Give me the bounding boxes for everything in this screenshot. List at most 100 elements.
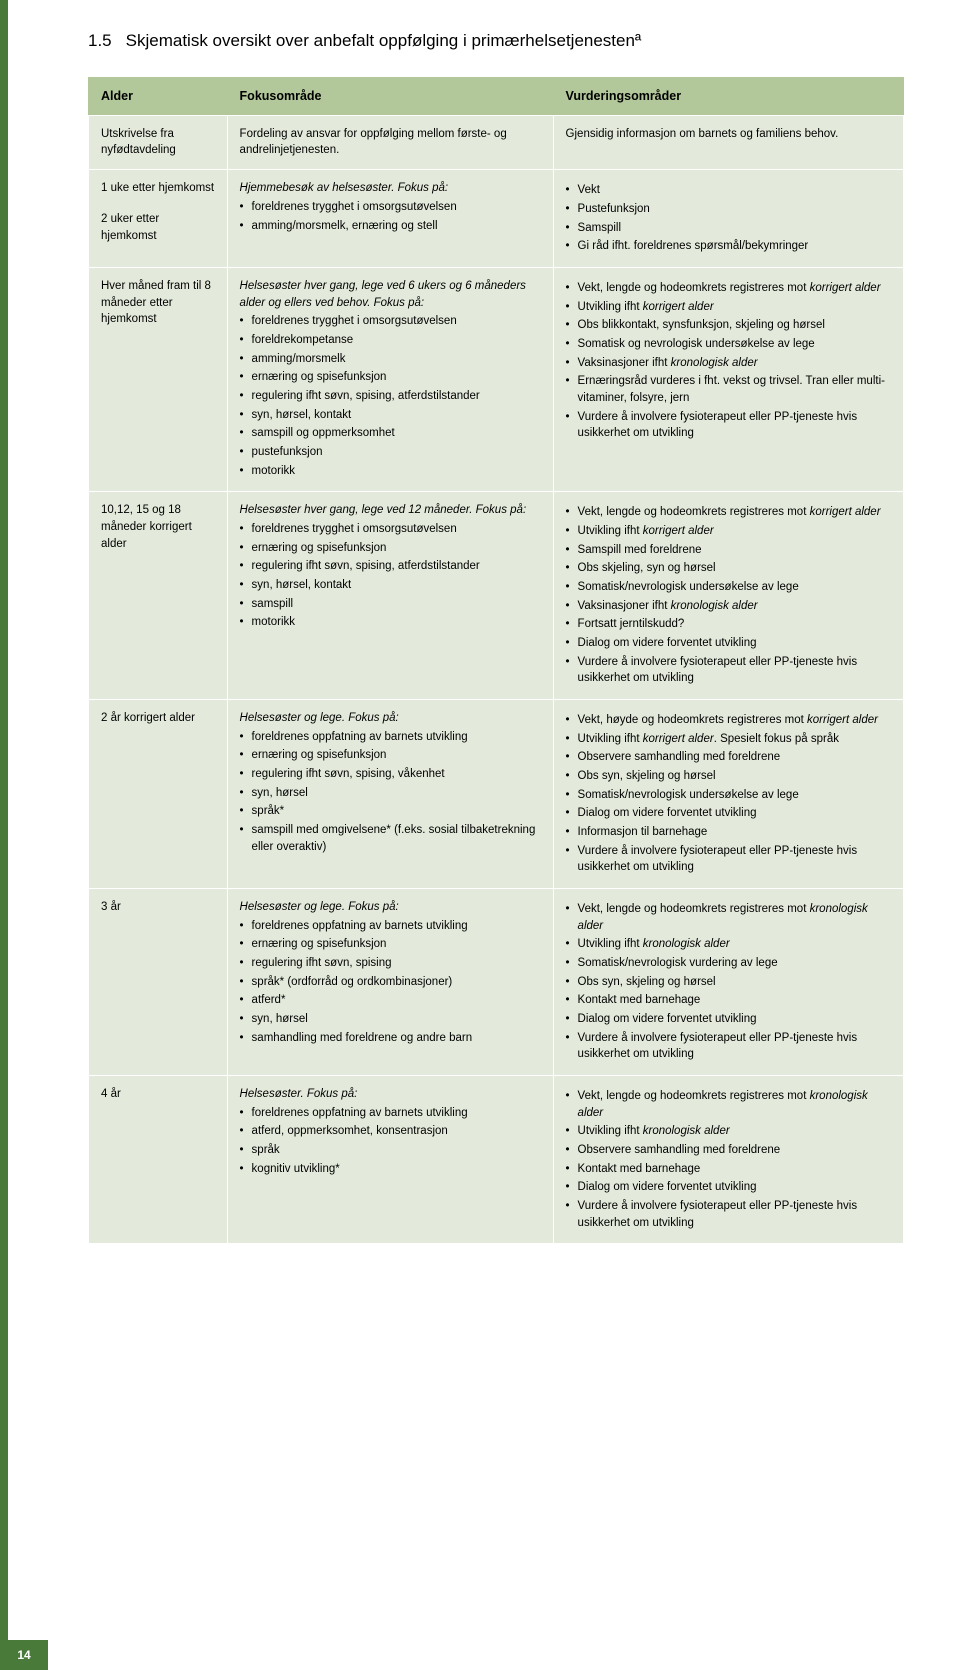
list-item: Somatisk/nevrologisk undersøkelse av leg… (566, 579, 893, 596)
list-item: Kontakt med barnehage (566, 1161, 893, 1178)
page-title: 1.5 Skjematisk oversikt over anbefalt opp… (88, 30, 904, 53)
col-header-age: Alder (89, 77, 228, 115)
cell-intro: Helsesøster. Fokus på: (240, 1086, 543, 1103)
list-item: ernæring og spisefunksjon (240, 747, 543, 764)
list-item: amming/morsmelk (240, 351, 543, 368)
list-item: Vaksinasjoner ifht kronologisk alder (566, 598, 893, 615)
list-item: foreldrenes trygghet i omsorgsutøvelsen (240, 313, 543, 330)
cell-list: foreldrenes oppfatning av barnets utvikl… (240, 918, 543, 1047)
cell-list: foreldrenes oppfatning av barnets utvikl… (240, 729, 543, 856)
list-item: ernæring og spisefunksjon (240, 540, 543, 557)
list-item: Utvikling ifht korrigert alder (566, 523, 893, 540)
list-item: Dialog om videre forventet utvikling (566, 635, 893, 652)
list-item: syn, hørsel (240, 1011, 543, 1028)
list-item: regulering ifht søvn, spising, våkenhet (240, 766, 543, 783)
list-item: Vekt, lengde og hodeomkrets registreres … (566, 504, 893, 521)
table-cell: Helsesøster hver gang, lege ved 6 ukers … (227, 267, 553, 491)
list-item: Utvikling ifht kronologisk alder (566, 936, 893, 953)
cell-age: 4 år (89, 1076, 228, 1244)
list-item: språk* (240, 803, 543, 820)
list-item: Vaksinasjoner ifht kronologisk alder (566, 355, 893, 372)
col-header-focus: Fokusområde (227, 77, 553, 115)
list-item: Samspill med foreldrene (566, 542, 893, 559)
list-item: regulering ifht søvn, spising, atferds­t… (240, 388, 543, 405)
table-cell: Hjemmebesøk av helsesøster. Fokus på:for… (227, 170, 553, 268)
cell-list: Vekt, høyde og hodeomkrets registreres m… (566, 712, 893, 876)
cell-age: Hver måned fram til 8 måneder etter hjem… (89, 267, 228, 491)
list-item: foreldrenes trygghet i omsorgsutøvelsen (240, 521, 543, 538)
section-number: 1.5 (88, 30, 112, 53)
cell-age: 10,12, 15 og 18 måneder korrigert alder (89, 492, 228, 700)
cell-list: VektPustefunksjonSamspillGi råd ifht. fo… (566, 182, 893, 255)
list-item: språk (240, 1142, 543, 1159)
list-item: syn, hørsel, kontakt (240, 577, 543, 594)
table-cell: Helsesøster hver gang, lege ved 12 måned… (227, 492, 553, 700)
table-row: 2 år korrigert alderHelsesøster og lege.… (89, 699, 904, 888)
table-row: 10,12, 15 og 18 måneder korrigert alderH… (89, 492, 904, 700)
list-item: Gi råd ifht. foreldrenes spørsmål/bekymr… (566, 238, 893, 255)
table-row: Hver måned fram til 8 måneder etter hjem… (89, 267, 904, 491)
table-cell: Gjensidig informasjon om barnets og fami… (553, 115, 903, 169)
list-item: ernæring og spisefunksjon (240, 369, 543, 386)
table-row: 3 år Helsesøster og lege. Fokus på: foreld… (89, 889, 904, 1076)
table-row: 1 uke etter hjemkomst2 uker etter hjemko… (89, 170, 904, 268)
table-cell: VektPustefunksjonSamspillGi råd ifht. fo… (553, 170, 903, 268)
list-item: samspill (240, 596, 543, 613)
cell-list: Vekt, lengde og hodeomkrets registreres … (566, 901, 893, 1063)
page-number: 14 (0, 1640, 48, 1670)
list-item: foreldrekompetanse (240, 332, 543, 349)
cell-list: Vekt, lengde og hodeomkrets registreres … (566, 280, 893, 442)
list-item: foreldrenes oppfatning av barnets utvikl… (240, 918, 543, 935)
cell-intro: Hjemmebesøk av helsesøster. Fokus på: (240, 180, 543, 197)
table-cell: Vekt, lengde og hodeomkrets registreres … (553, 889, 903, 1076)
list-item: Obs syn, skjeling og hørsel (566, 974, 893, 991)
list-item: samhandling med foreldrene og andre barn (240, 1030, 543, 1047)
list-item: amming/morsmelk, ernæring og stell (240, 218, 543, 235)
list-item: Obs syn, skjeling og hørsel (566, 768, 893, 785)
list-item: Vurdere å involvere fysioterapeut eller … (566, 409, 893, 442)
table-cell: Vekt, høyde og hodeomkrets registreres m… (553, 699, 903, 888)
list-item: kognitiv utvikling* (240, 1161, 543, 1178)
cell-list: Vekt, lengde og hodeomkrets registreres … (566, 504, 893, 687)
table-cell: Vekt, lengde og hodeomkrets registreres … (553, 267, 903, 491)
table-cell: Helsesøster og lege. Fokus på: foreldrene… (227, 699, 553, 888)
list-item: Kontakt med barnehage (566, 992, 893, 1009)
cell-age: 3 år (89, 889, 228, 1076)
cell-intro: Helsesøster og lege. Fokus på: (240, 710, 543, 727)
list-item: foreldrenes oppfatning av barnets utvikl… (240, 729, 543, 746)
list-item: Vekt, lengde og hodeomkrets registreres … (566, 901, 893, 934)
table-cell: Vekt, lengde og hodeomkrets registreres … (553, 1076, 903, 1244)
list-item: Obs skjeling, syn og hørsel (566, 560, 893, 577)
list-item: Fortsatt jerntilskudd? (566, 616, 893, 633)
cell-intro: Gjensidig informasjon om barnets og fami… (566, 126, 893, 143)
cell-age: 2 år korrigert alder (89, 699, 228, 888)
cell-age: Utskrivelse fra nyfødtavdeling (89, 115, 228, 169)
table-header-row: Alder Fokusområde Vurderingsområder (89, 77, 904, 115)
list-item: Vekt (566, 182, 893, 199)
list-item: Ernæringsråd vurderes i fht. vekst og tr… (566, 373, 893, 406)
list-item: Utvikling ifht korrigert alder (566, 299, 893, 316)
list-item: foreldrenes oppfatning av barnets utvik­… (240, 1105, 543, 1122)
list-item: Utvikling ifht kronologisk alder (566, 1123, 893, 1140)
list-item: Utvikling ifht korrigert alder. Spesielt… (566, 731, 893, 748)
cell-list: Vekt, lengde og hodeomkrets registreres … (566, 1088, 893, 1231)
table-row: Utskrivelse fra nyfødtavdelingFordeling … (89, 115, 904, 169)
left-accent-bar (0, 0, 8, 1670)
list-item: Dialog om videre forventet utvikling (566, 805, 893, 822)
list-item: pustefunksjon (240, 444, 543, 461)
table-row: 4 år Helsesøster. Fokus på: foreldrenes op… (89, 1076, 904, 1244)
cell-age: 1 uke etter hjemkomst2 uker etter hjemko… (89, 170, 228, 268)
cell-intro: Helsesøster hver gang, lege ved 6 ukers … (240, 278, 543, 311)
list-item: samspill med omgivelsene* (f.eks. sosial… (240, 822, 543, 855)
table-cell: Helsesøster. Fokus på: foreldrenes oppfat… (227, 1076, 553, 1244)
list-item: samspill og oppmerksomhet (240, 425, 543, 442)
cell-intro: Helsesøster og lege. Fokus på: (240, 899, 543, 916)
list-item: Vekt, høyde og hodeomkrets registreres m… (566, 712, 893, 729)
list-item: Vurdere å involvere fysioterapeut eller … (566, 1198, 893, 1231)
title-text: Skjematisk oversikt over anbefalt oppføl… (126, 31, 642, 50)
list-item: Somatisk/nevrologisk undersøkelse av leg… (566, 787, 893, 804)
list-item: motorikk (240, 614, 543, 631)
list-item: Dialog om videre forventet utvikling (566, 1011, 893, 1028)
list-item: motorikk (240, 463, 543, 480)
list-item: regulering ifht søvn, spising (240, 955, 543, 972)
